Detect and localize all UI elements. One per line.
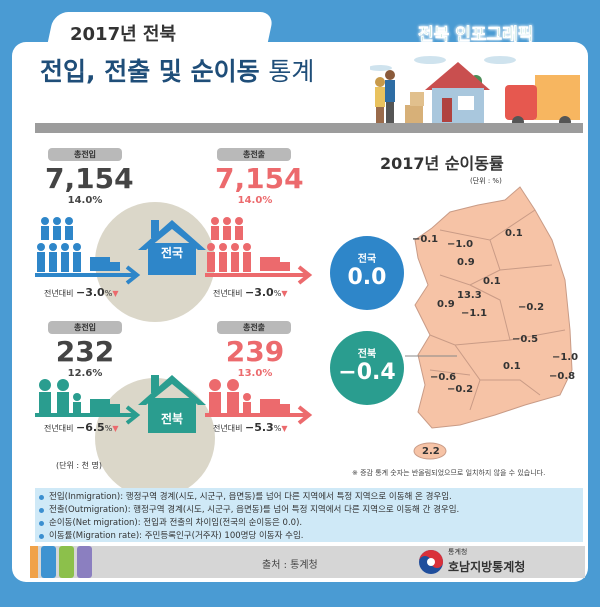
region-label: −0.2 bbox=[447, 384, 474, 395]
region-label: −0.5 bbox=[512, 334, 539, 345]
national-inflow-pct: 14.0% bbox=[67, 195, 103, 206]
jeonbuk-outflow-yoy: 전년대비 −5.3%▼ bbox=[213, 421, 288, 434]
national-outflow-value: 7,154 bbox=[215, 162, 304, 195]
national-flow-graphic bbox=[35, 217, 313, 285]
region-label: −0.6 bbox=[430, 372, 457, 383]
source-bar bbox=[30, 546, 585, 578]
national-inflow-yoy: 전년대비 −3.0%▼ bbox=[44, 286, 119, 299]
national-outflow-yoy: 전년대비 −3.0%▼ bbox=[213, 286, 288, 299]
color-tab-orange bbox=[30, 546, 38, 578]
jeonbuk-inflow-yoy: 전년대비 −6.5%▼ bbox=[44, 421, 119, 434]
people-in-icon bbox=[37, 217, 120, 272]
moving-illustration bbox=[370, 56, 580, 128]
region-label: 2.2 bbox=[422, 446, 440, 457]
brand-label: 전북 인포그래픽 bbox=[418, 25, 534, 46]
header-divider bbox=[35, 123, 583, 133]
jeonbuk-flow-graphic bbox=[35, 375, 313, 433]
region-label: 0.1 bbox=[505, 228, 523, 239]
color-tab-purple bbox=[77, 546, 92, 578]
down-arrow-icon: ▼ bbox=[112, 289, 119, 298]
national-inflow-label: 총전입 bbox=[48, 148, 122, 161]
people-in-icon bbox=[39, 379, 120, 414]
people-out-icon bbox=[209, 379, 290, 414]
page-title: 전입, 전출 및 순이동 통계 bbox=[40, 57, 315, 86]
source-text: 출처 : 통계청 bbox=[262, 560, 318, 571]
region-label: 0.1 bbox=[503, 361, 521, 372]
definitions-box: 전입(Inmigration): 행정구역 경계(시도, 시군구, 읍면동)를 … bbox=[35, 488, 583, 542]
map-unit: (단위 : %) bbox=[470, 177, 502, 185]
definition-item: 순이동(Net migration): 전입과 전출의 차이임(전국의 순이동은… bbox=[35, 517, 583, 530]
region-label: 0.1 bbox=[483, 276, 501, 287]
region-label: −0.2 bbox=[518, 302, 545, 313]
jeonbuk-inflow-label: 총전입 bbox=[48, 321, 122, 334]
house-jeonbuk-icon bbox=[138, 375, 206, 433]
region-label: −0.8 bbox=[549, 371, 576, 382]
down-arrow-icon: ▼ bbox=[281, 289, 288, 298]
color-tab-green bbox=[59, 546, 74, 578]
national-outflow-pct: 14.0% bbox=[237, 195, 273, 206]
jeonbuk-outflow-label: 총전출 bbox=[217, 321, 291, 334]
national-inflow-value: 7,154 bbox=[45, 162, 134, 195]
jeonbuk-inflow-value: 232 bbox=[55, 335, 115, 368]
map-note: ※ 증감 통계 숫자는 반올림되었으므로 일치하지 않을 수 있습니다. bbox=[352, 469, 546, 477]
definition-item: 전입(Inmigration): 행정구역 경계(시도, 시군구, 읍면동)를 … bbox=[35, 491, 583, 504]
jeonbuk-outflow-pct: 13.0% bbox=[237, 368, 273, 379]
header-year-region: 2017년 전북 bbox=[70, 24, 177, 45]
house-national-label: 전국 bbox=[160, 246, 184, 260]
region-label: −1.0 bbox=[447, 239, 474, 250]
jeonbuk-outflow-value: 239 bbox=[225, 335, 285, 368]
region-label: 13.3 bbox=[457, 290, 482, 301]
jeonbuk-net-rate-badge: 전북 −0.4 bbox=[330, 331, 404, 405]
kostat-logo-icon bbox=[419, 550, 443, 574]
national-outflow-label: 총전출 bbox=[217, 148, 291, 161]
down-arrow-icon: ▼ bbox=[281, 424, 288, 433]
region-label: −1.0 bbox=[552, 352, 579, 363]
down-arrow-icon: ▼ bbox=[112, 424, 119, 433]
definition-item: 이동률(Migration rate): 주민등록인구(거주자) 100명당 이… bbox=[35, 530, 583, 543]
map-title: 2017년 순이동률 bbox=[380, 154, 504, 173]
region-label: 0.9 bbox=[437, 299, 455, 310]
org-name: 호남지방통계청 bbox=[448, 560, 526, 574]
jeonbuk-inflow-pct: 12.6% bbox=[67, 368, 103, 379]
color-tab-blue bbox=[41, 546, 56, 578]
region-label: −0.1 bbox=[412, 234, 439, 245]
people-out-icon bbox=[207, 217, 290, 272]
unit-people: (단위 : 천 명) bbox=[56, 461, 103, 470]
national-net-rate-badge: 전국 0.0 bbox=[330, 236, 404, 310]
region-label: 0.9 bbox=[457, 257, 475, 268]
definition-item: 전출(Outmigration): 행정구역 경계(시도, 시군구, 읍면동)를… bbox=[35, 504, 583, 517]
house-jeonbuk-label: 전북 bbox=[160, 412, 184, 426]
house-national-icon bbox=[138, 220, 206, 275]
org-small: 통계청 bbox=[448, 548, 468, 556]
region-label: −1.1 bbox=[461, 308, 488, 319]
